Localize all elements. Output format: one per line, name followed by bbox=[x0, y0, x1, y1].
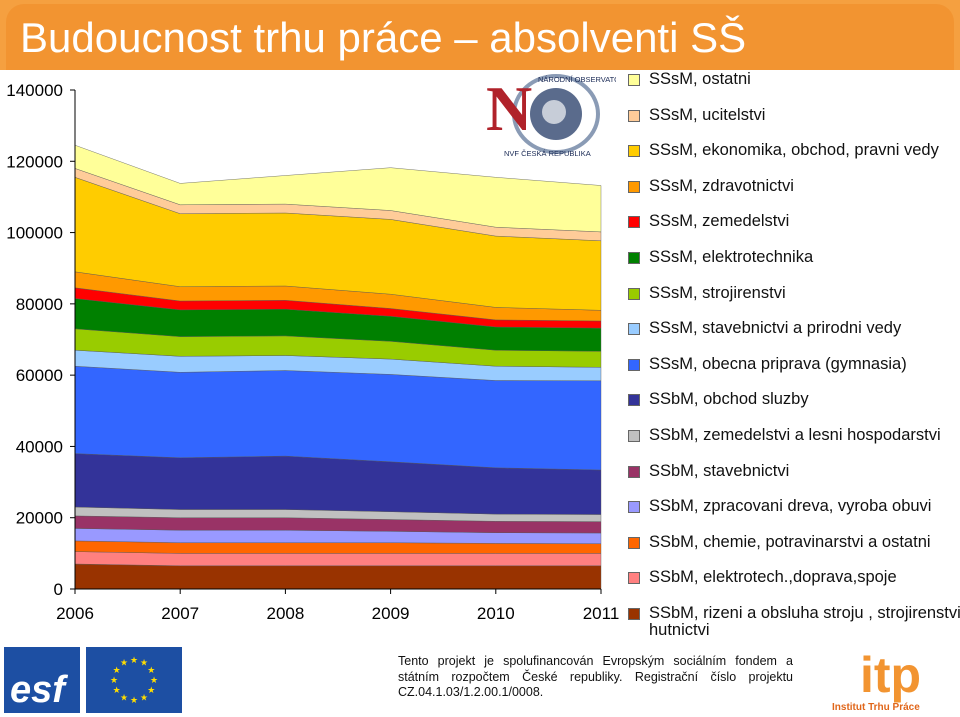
legend-label: SSsM, strojirenstvi bbox=[649, 283, 786, 302]
legend-label: SSsM, ostatni bbox=[649, 70, 751, 88]
eu-star-icon: ★ bbox=[130, 695, 138, 705]
y-tick-label: 140000 bbox=[6, 81, 63, 100]
legend-swatch bbox=[628, 252, 640, 264]
legend-swatch bbox=[628, 180, 640, 193]
logo-text-top: NÁRODNÍ OBSERVATOŘ bbox=[538, 75, 616, 84]
footer: esf ★ ★ ★ ★ ★ ★ ★ ★ ★ ★ ★ ★ Tento projekt je spoluf… bbox=[0, 640, 960, 717]
legend-swatch bbox=[628, 572, 640, 585]
eu-star-icon: ★ bbox=[110, 675, 118, 685]
logo-center bbox=[542, 100, 566, 124]
legend-label: SSbM, zemedelstvi a lesni hospodarstvi bbox=[649, 426, 941, 444]
legend-label: SSbM, elektrotech.,doprava,spoje bbox=[649, 568, 897, 587]
legend-swatch bbox=[628, 323, 640, 336]
y-tick-label: 0 bbox=[54, 580, 63, 599]
chart-legend: SSsM, ostatni SSsM, ucitelstvi SSsM, ekono… bbox=[624, 70, 960, 640]
legend-swatch bbox=[628, 216, 640, 229]
area-series-7 bbox=[74, 365, 602, 471]
x-tick-label: 2007 bbox=[161, 604, 199, 623]
legend-label: SSbM, obchod sluzby bbox=[649, 390, 809, 409]
legend-swatch bbox=[628, 145, 640, 158]
itp-logo: itp Institut Trhu Práce bbox=[832, 647, 921, 713]
legend-swatch bbox=[628, 74, 640, 86]
legend-label: SSsM, ucitelstvi bbox=[649, 105, 766, 124]
x-tick-label: 2010 bbox=[477, 604, 515, 623]
legend-swatch bbox=[628, 358, 640, 371]
eu-star-icon: ★ bbox=[113, 665, 121, 675]
itp-logo-caption: Institut Trhu Práce bbox=[832, 702, 920, 713]
y-tick-label: 40000 bbox=[16, 437, 63, 456]
legend-label: SSbM, chemie, potravinarstvi a ostatni bbox=[649, 532, 931, 551]
eu-flag-stars: ★★★★★★★★★ ★ ★★ bbox=[110, 655, 158, 705]
y-tick-label: 100000 bbox=[6, 224, 63, 243]
legend-label: SSsM, zdravotnictvi bbox=[649, 176, 794, 195]
legend-swatch bbox=[628, 608, 640, 620]
x-tick-label: 2006 bbox=[56, 604, 94, 623]
legend-label: SSsM, ekonomika, obchod, pravni vedy bbox=[649, 141, 939, 160]
nvf-observatory-logo: N NÁRODNÍ OBSERVATOŘ NVF ČESKÁ REPUBLIKA bbox=[486, 73, 616, 158]
esf-logo-text: esf bbox=[10, 669, 65, 711]
eu-star-icon: ★ bbox=[147, 665, 155, 675]
legend-swatch bbox=[628, 430, 640, 442]
y-tick-label: 60000 bbox=[16, 366, 63, 385]
page-title: Budoucnost trhu práce – absolventi SŠ bbox=[20, 14, 747, 61]
legend-label: SSbM, rizeni a obsluha stroju , strojire… bbox=[649, 604, 960, 639]
x-tick-label: 2009 bbox=[372, 604, 410, 623]
eu-star-icon: ★ bbox=[140, 692, 148, 702]
legend-swatch bbox=[628, 465, 640, 478]
legend-label: SSsM, zemedelstvi bbox=[649, 212, 790, 231]
logo-letter-n: N bbox=[486, 73, 532, 144]
x-axis: 2006 2007 2008 2009 2010 2011 bbox=[56, 588, 620, 623]
y-tick-label: 20000 bbox=[16, 509, 63, 528]
eu-flag-logo: ★★★★★★★★★ ★ ★★ bbox=[86, 647, 182, 713]
area-series-15 bbox=[74, 144, 602, 233]
chart-areas bbox=[74, 144, 602, 590]
area-series-0 bbox=[74, 563, 602, 590]
legend-swatch bbox=[628, 536, 640, 549]
title-bar: Budoucnost trhu práce – absolventi SŠ bbox=[0, 0, 960, 70]
eu-star-icon: ★ bbox=[150, 675, 158, 685]
esf-logo: esf bbox=[4, 647, 80, 713]
legend-label: SSsM, elektrotechnika bbox=[649, 248, 814, 266]
eu-star-icon: ★ bbox=[140, 658, 148, 668]
legend-swatch bbox=[628, 501, 640, 514]
footer-funding-text: Tento projekt je spolufinancován Evropsk… bbox=[398, 654, 793, 699]
legend-label: SSbM, zpracovani dreva, vyroba obuvi bbox=[649, 497, 932, 516]
y-tick-label: 80000 bbox=[16, 295, 63, 314]
legend-label: SSbM, stavebnictvi bbox=[649, 461, 790, 480]
eu-star-icon: ★ bbox=[113, 685, 121, 695]
eu-star-icon: ★ bbox=[147, 685, 155, 695]
legend-swatch bbox=[628, 287, 640, 300]
legend-label: SSsM, obecna priprava (gymnasia) bbox=[649, 354, 907, 373]
itp-logo-text: itp bbox=[860, 647, 921, 703]
eu-star-icon: ★ bbox=[120, 658, 128, 668]
eu-star-icon: ★ bbox=[120, 692, 128, 702]
stacked-area-chart: 020000400006000080000100000120000140000 … bbox=[0, 70, 624, 640]
y-axis: 0 20000 40000 60000 80000 100000 120000 140000 bbox=[6, 81, 76, 599]
eu-flag-background bbox=[86, 647, 182, 713]
legend-swatch bbox=[628, 394, 640, 407]
legend-label: SSsM, stavebnictvi a prirodni vedy bbox=[649, 319, 902, 338]
y-tick-label: 120000 bbox=[6, 152, 63, 171]
x-tick-label: 2011 bbox=[583, 604, 620, 623]
title-bar-background bbox=[6, 4, 954, 70]
x-tick-label: 2008 bbox=[266, 604, 304, 623]
logo-ring-outer bbox=[512, 74, 600, 154]
eu-star-icon: ★ bbox=[130, 655, 138, 665]
legend-swatch bbox=[628, 109, 640, 122]
area-series-1 bbox=[74, 551, 602, 566]
logo-text-bottom: NVF ČESKÁ REPUBLIKA bbox=[504, 149, 591, 158]
